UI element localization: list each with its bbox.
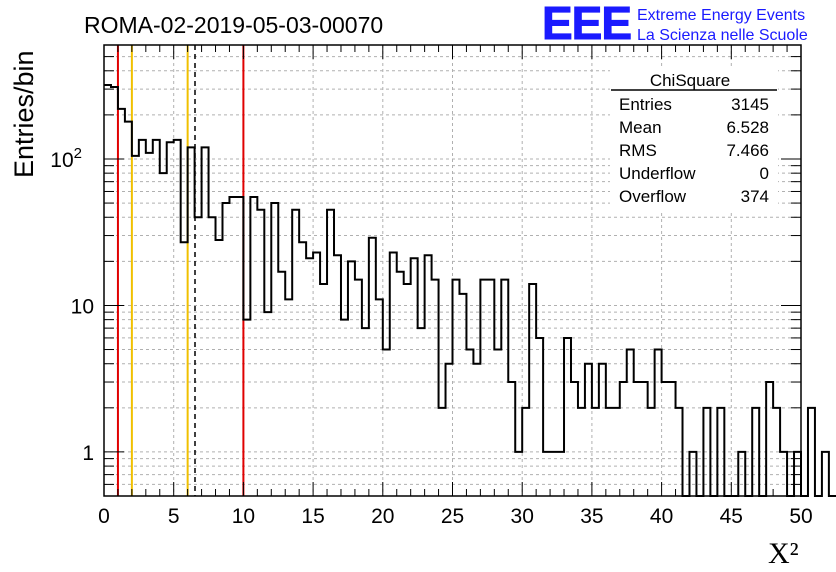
stats-title: ChiSquare [650, 71, 730, 90]
stats-row-label: RMS [619, 141, 657, 160]
x-tick-label: 10 [232, 505, 255, 528]
x-tick-label: 15 [301, 505, 324, 528]
stats-row-value: 374 [741, 187, 769, 206]
x-tick-label: 5 [168, 505, 180, 528]
y-tick-label: 1 [82, 442, 94, 465]
y-tick-label: 102 [50, 145, 82, 172]
x-tick-label: 50 [789, 505, 812, 528]
x-tick-label: 40 [650, 505, 673, 528]
histogram-series [104, 83, 836, 497]
x-tick-label: 30 [511, 505, 534, 528]
stats-row-label: Underflow [619, 164, 696, 183]
y-tick-labels: 1 10 102 [50, 145, 94, 465]
y-tick-label: 10 [71, 295, 94, 318]
stats-row-value: 3145 [731, 95, 769, 114]
logo-line2: La Scienza nelle Scuole [637, 27, 808, 44]
logo-line1: Extreme Energy Events [637, 7, 805, 24]
stats-box: ChiSquare Entries 3145 Mean 6.528 RMS 7.466 Un… [610, 66, 778, 211]
stats-row-value: 6.528 [726, 118, 769, 137]
stats-row-value: 0 [760, 164, 769, 183]
stats-row-label: Overflow [619, 187, 687, 206]
x-tick-label: 35 [580, 505, 603, 528]
stats-rows: Entries 3145 Mean 6.528 RMS 7.466 Underflow 0 Ov… [619, 95, 769, 206]
stats-row-value: 7.466 [726, 141, 769, 160]
grid [104, 44, 801, 497]
logo-eee: EEE [542, 0, 631, 49]
x-tick-label: 20 [371, 505, 394, 528]
x-tick-label: 0 [98, 505, 110, 528]
x-tick-labels: 0 5 10 15 20 25 30 35 40 45 50 [98, 505, 813, 528]
axis-ticks [103, 44, 802, 497]
stats-row-label: Mean [619, 118, 662, 137]
x-tick-label: 45 [720, 505, 743, 528]
stats-row-label: Entries [619, 95, 672, 114]
y-tick-exponent: 2 [74, 145, 82, 162]
x-tick-label: 25 [441, 505, 464, 528]
y-axis-title: Entries/bin [9, 50, 39, 178]
chart-title: ROMA-02-2019-05-03-00070 [84, 12, 383, 38]
x-axis-title: X² [768, 537, 799, 570]
reference-lines [116, 45, 245, 496]
